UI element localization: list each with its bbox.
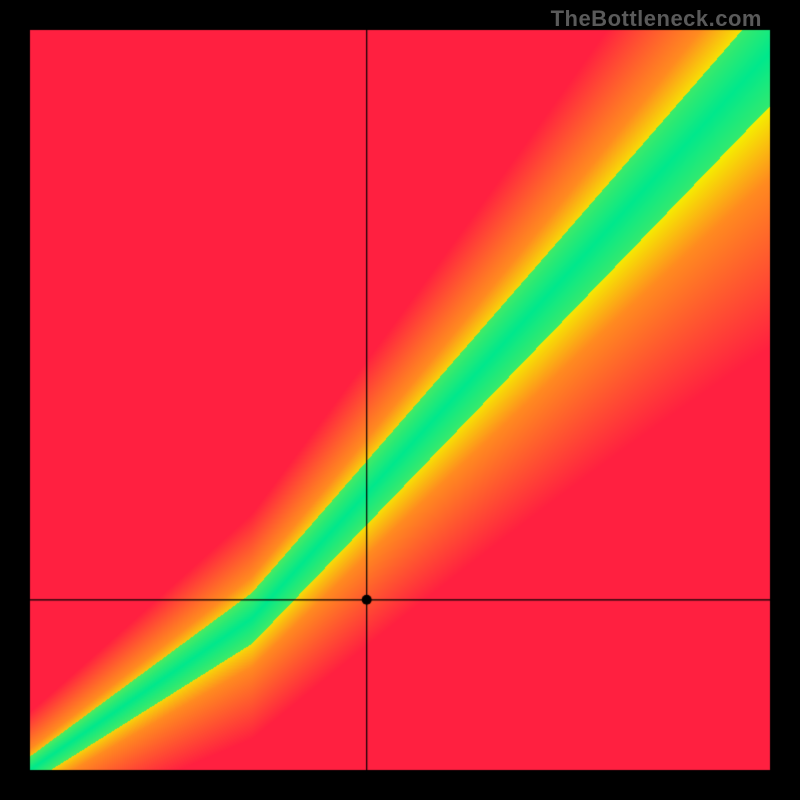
chart-container: TheBottleneck.com xyxy=(0,0,800,800)
heatmap-canvas xyxy=(0,0,800,800)
watermark-text: TheBottleneck.com xyxy=(551,6,762,32)
